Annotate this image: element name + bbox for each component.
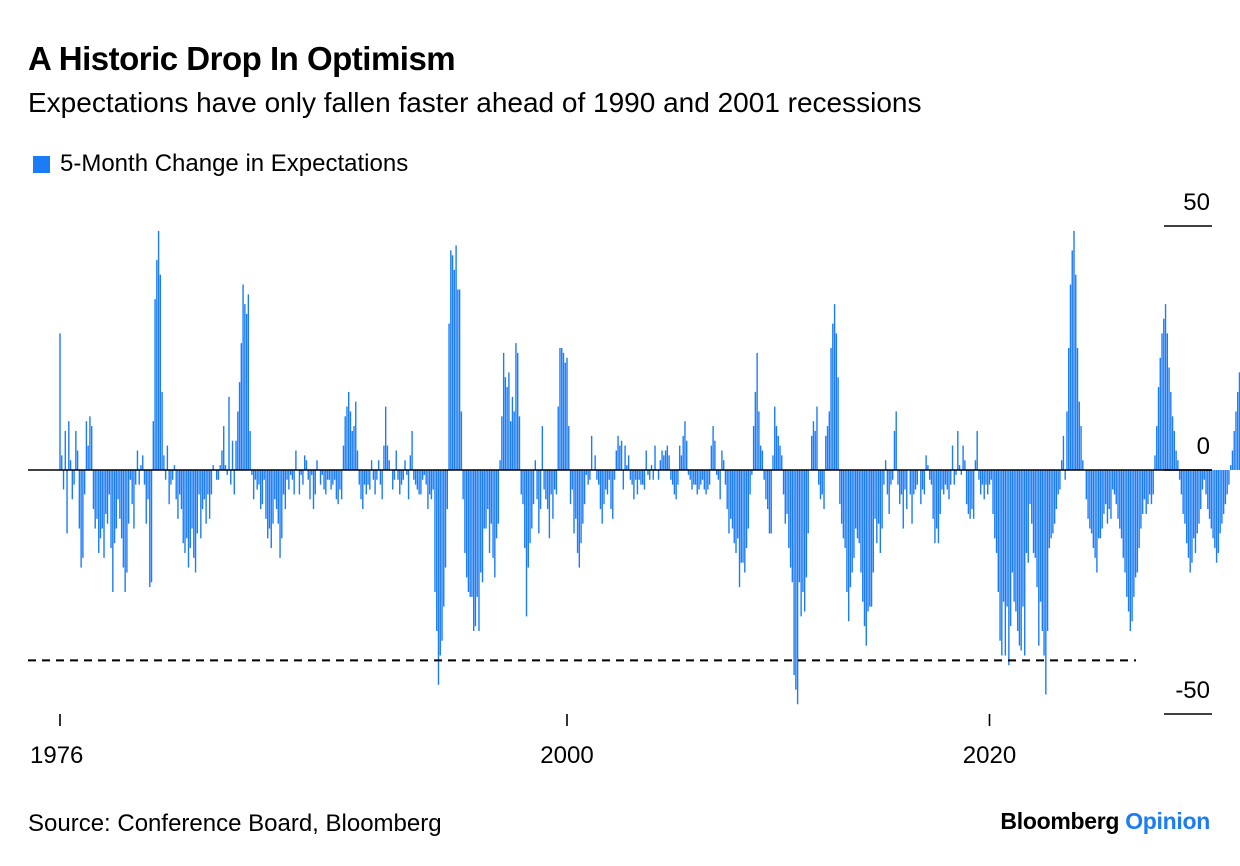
brand-primary: Bloomberg [1000,808,1120,834]
legend-swatch [33,155,50,173]
y-tick-label: 0 [1197,433,1210,460]
source-note: Source: Conference Board, Bloomberg [28,810,442,837]
axes-group: 50 0 -50 1976 2000 2020 [28,189,1212,769]
x-tick-label: 2020 [963,742,1016,769]
x-tick-label: 2000 [540,742,593,769]
brand-logo: Bloomberg Opinion [1000,808,1210,835]
x-tick-label: 1976 [30,742,83,769]
brand-secondary: Opinion [1125,808,1210,834]
legend: 5-Month Change in Expectations [33,150,408,178]
legend-label: 5-Month Change in Expectations [60,150,409,177]
y-tick-label: 50 [1183,189,1210,216]
y-tick-label: -50 [1175,677,1210,704]
chart-title: A Historic Drop In Optimism [28,40,456,77]
chart-subtitle: Expectations have only fallen faster ahe… [28,87,922,118]
bars-group [59,230,1240,705]
